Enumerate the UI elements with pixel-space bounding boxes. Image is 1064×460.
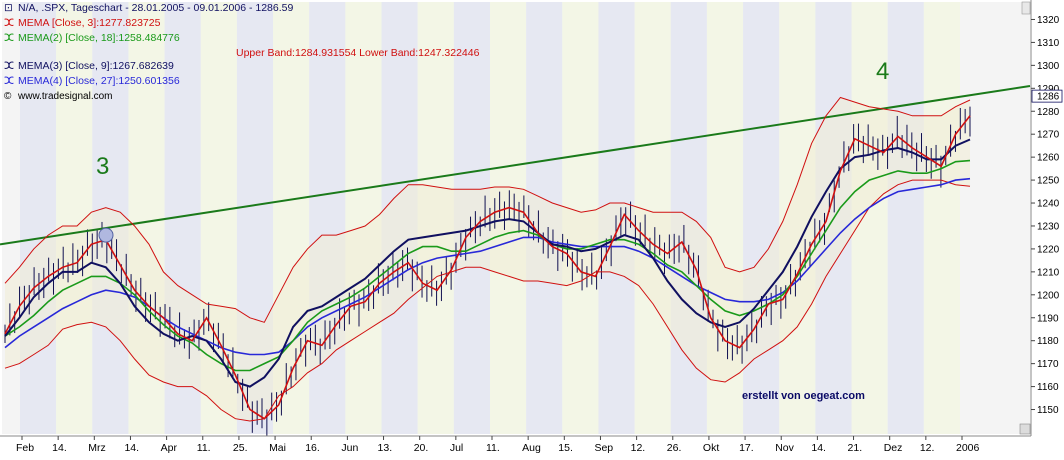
y-tick-label: 1230 xyxy=(1037,221,1060,232)
y-tick-label: 1210 xyxy=(1037,267,1060,278)
lower-band-line[interactable] xyxy=(4,179,971,422)
legend-mema3: ⵋ MEMA [Close, 3]:1277.823725 xyxy=(4,17,161,29)
legend-mema9: ⵋ MEMA(3) [Close, 9]:1267.682639 xyxy=(4,60,174,72)
indicator-icon[interactable]: ⵋ xyxy=(4,32,15,44)
x-tick-label: 17. xyxy=(739,442,754,454)
y-tick-label: 1300 xyxy=(1037,61,1060,72)
month-band xyxy=(20,2,57,434)
x-axis-panel xyxy=(0,436,1064,455)
legend-mema27: ⵋ MEMA(4) [Close, 27]:1250.601356 xyxy=(4,75,180,87)
site-label: www.tradesignal.com xyxy=(18,91,113,102)
y-tick-label: 1160 xyxy=(1037,382,1059,393)
x-tick-label: 26. xyxy=(667,442,682,454)
chart-title-row: ⊡ N/A, .SPX, Tageschart - 28.01.2005 - 09… xyxy=(4,2,293,15)
x-tick-label: 12. xyxy=(920,442,935,454)
x-tick-label: Aug xyxy=(522,442,541,454)
x-tick-label: Jul xyxy=(450,442,463,454)
x-tick-label: Sep xyxy=(594,442,613,454)
x-tick-label: Nov xyxy=(775,442,794,454)
x-tick-label: Apr xyxy=(161,442,178,454)
bollinger-band-fill xyxy=(5,97,970,421)
x-tick-label: Dez xyxy=(884,442,903,454)
month-band xyxy=(309,2,346,434)
y-tick-label: 1260 xyxy=(1037,153,1060,164)
y-tick-label: 1200 xyxy=(1037,290,1060,301)
site-row: © www.tradesignal.com xyxy=(4,90,112,103)
copyright-icon: © xyxy=(4,91,12,102)
touch-marker xyxy=(98,227,114,243)
month-band xyxy=(923,2,960,434)
chart-handle-icon[interactable]: ⊡ xyxy=(4,2,13,14)
x-tick-label: Feb xyxy=(16,442,34,454)
indicator-icon[interactable]: ⵋ xyxy=(4,17,15,29)
mema-18-line[interactable] xyxy=(4,159,971,372)
y-tick-label: 1180 xyxy=(1037,336,1059,347)
legend-bollinger: Upper Band:1284.931554 Lower Band:1247.3… xyxy=(236,47,480,59)
x-tick-label: Jun xyxy=(341,442,358,454)
x-tick-label: 14. xyxy=(811,442,826,454)
y-tick-label: 1240 xyxy=(1037,199,1060,210)
scroll-top-button[interactable] xyxy=(1021,1,1031,15)
wave-label-3: 3 xyxy=(96,153,110,180)
y-tick-label: 1190 xyxy=(1037,313,1059,324)
y-axis-panel xyxy=(1031,0,1064,455)
indicator-icon[interactable]: ⵋ xyxy=(4,60,15,72)
x-tick-label: 11. xyxy=(486,442,500,454)
legend-mema18: ⵋ MEMA(2) [Close, 18]:1258.484776 xyxy=(4,32,180,44)
y-tick-label: 1220 xyxy=(1037,244,1060,255)
mema-3-line[interactable] xyxy=(4,115,971,420)
x-tick-label: 15. xyxy=(558,442,573,454)
wave-label-4: 4 xyxy=(876,58,890,85)
x-tick-label: Okt xyxy=(703,442,719,454)
last-price-box xyxy=(1031,89,1063,103)
x-tick-label: Mrz xyxy=(88,442,106,454)
x-tick-label: 12. xyxy=(631,442,646,454)
x-tick-label: 25. xyxy=(233,442,248,454)
x-tick-label: 20. xyxy=(414,442,429,454)
x-tick-label: 16. xyxy=(305,442,320,454)
x-tick-label: 14. xyxy=(124,442,139,454)
x-tick-label: 11. xyxy=(197,442,211,454)
y-tick-label: 1250 xyxy=(1037,176,1060,187)
upper-band-line[interactable] xyxy=(4,96,971,323)
y-tick-label: 1290 xyxy=(1037,84,1060,95)
y-tick-label: 1150 xyxy=(1037,405,1059,416)
y-tick-label: 1320 xyxy=(1037,15,1060,26)
mema-9-line[interactable] xyxy=(4,138,971,388)
scroll-corner-button[interactable] xyxy=(1019,423,1031,435)
y-tick-label: 1270 xyxy=(1037,130,1060,141)
last-price-label: 1286 xyxy=(1037,92,1060,103)
x-tick-label: Mai xyxy=(269,442,286,454)
y-tick-label: 1170 xyxy=(1037,359,1059,370)
x-tick-label: 21. xyxy=(848,442,863,454)
trendline[interactable] xyxy=(0,85,1031,246)
month-band xyxy=(743,2,780,434)
credit-label: erstellt von oegeat.com xyxy=(742,390,865,402)
y-tick-label: 1280 xyxy=(1037,107,1060,118)
x-tick-label: 14. xyxy=(52,442,67,454)
y-tick-label: 1310 xyxy=(1037,38,1060,49)
x-tick-label: 13. xyxy=(378,442,393,454)
chart-title: N/A, .SPX, Tageschart - 28.01.2005 - 09.… xyxy=(18,2,294,14)
indicator-icon[interactable]: ⵋ xyxy=(4,75,15,87)
month-band xyxy=(887,2,924,434)
x-tick-label: 2006 xyxy=(956,442,980,454)
